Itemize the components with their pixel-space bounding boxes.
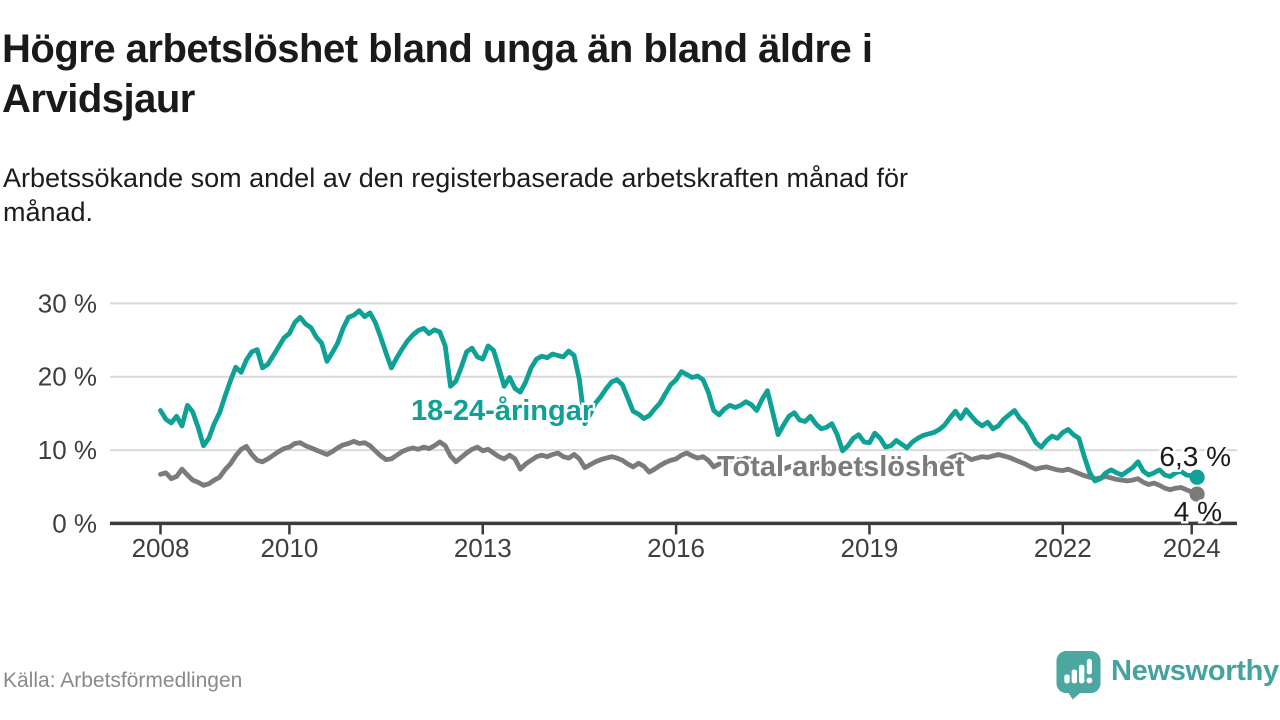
page-subtitle: Arbetssökande som andel av den registerb…: [3, 161, 1203, 229]
x-tick-label-2013: 2013: [454, 533, 512, 563]
series-layer: [158, 308, 1205, 502]
newsworthy-logo: Newsworthy: [1056, 650, 1279, 700]
series-line-young: [158, 308, 1200, 484]
x-tick-label-2022: 2022: [1034, 533, 1092, 563]
x-tick-label-2008: 2008: [132, 533, 190, 563]
series-label-total: Total arbetslöshet: [717, 451, 965, 483]
page-subtitle-line-1: Arbetssökande som andel av den registerb…: [3, 163, 909, 193]
gridlines-layer: 0 % 10 % 20 % 30 %: [38, 288, 1237, 538]
source-note: Källa: Arbetsförmedlingen: [3, 669, 243, 692]
y-tick-label-20: 20 %: [38, 362, 97, 392]
page-title-line-2: Arvidsjaur: [2, 77, 195, 121]
x-tick-label-2016: 2016: [647, 533, 705, 563]
x-tick-label-2024: 2024: [1163, 533, 1221, 563]
page-title: Högre arbetslöshet bland unga än bland ä…: [2, 24, 1222, 124]
series-line-total: [158, 438, 1200, 497]
series-end-dot-young: [1189, 469, 1205, 485]
end-value-label-total: 4 %: [1174, 496, 1222, 527]
chart-labels-layer: Total arbetslöshet 4 % 18-24-åringar 6,3 %: [409, 393, 1234, 530]
newsworthy-logo-text: Newsworthy: [1111, 654, 1279, 687]
y-tick-label-10: 10 %: [38, 435, 97, 465]
series-label-young: 18-24-åringar: [411, 395, 593, 427]
y-tick-label-0: 0 %: [52, 508, 97, 538]
newsworthy-logo-icon: [1056, 651, 1101, 700]
series-end-dot-total: [1189, 486, 1205, 502]
page-subtitle-line-2: månad.: [3, 197, 94, 227]
x-tick-label-2010: 2010: [260, 533, 318, 563]
end-value-label-young: 6,3 %: [1159, 441, 1231, 472]
page-title-line-1: Högre arbetslöshet bland unga än bland ä…: [2, 27, 873, 71]
y-tick-label-30: 30 %: [38, 288, 97, 318]
x-axis-layer: 2008 2010 2013 2016 2019 2022 2024: [110, 521, 1237, 563]
x-tick-label-2019: 2019: [841, 533, 899, 563]
